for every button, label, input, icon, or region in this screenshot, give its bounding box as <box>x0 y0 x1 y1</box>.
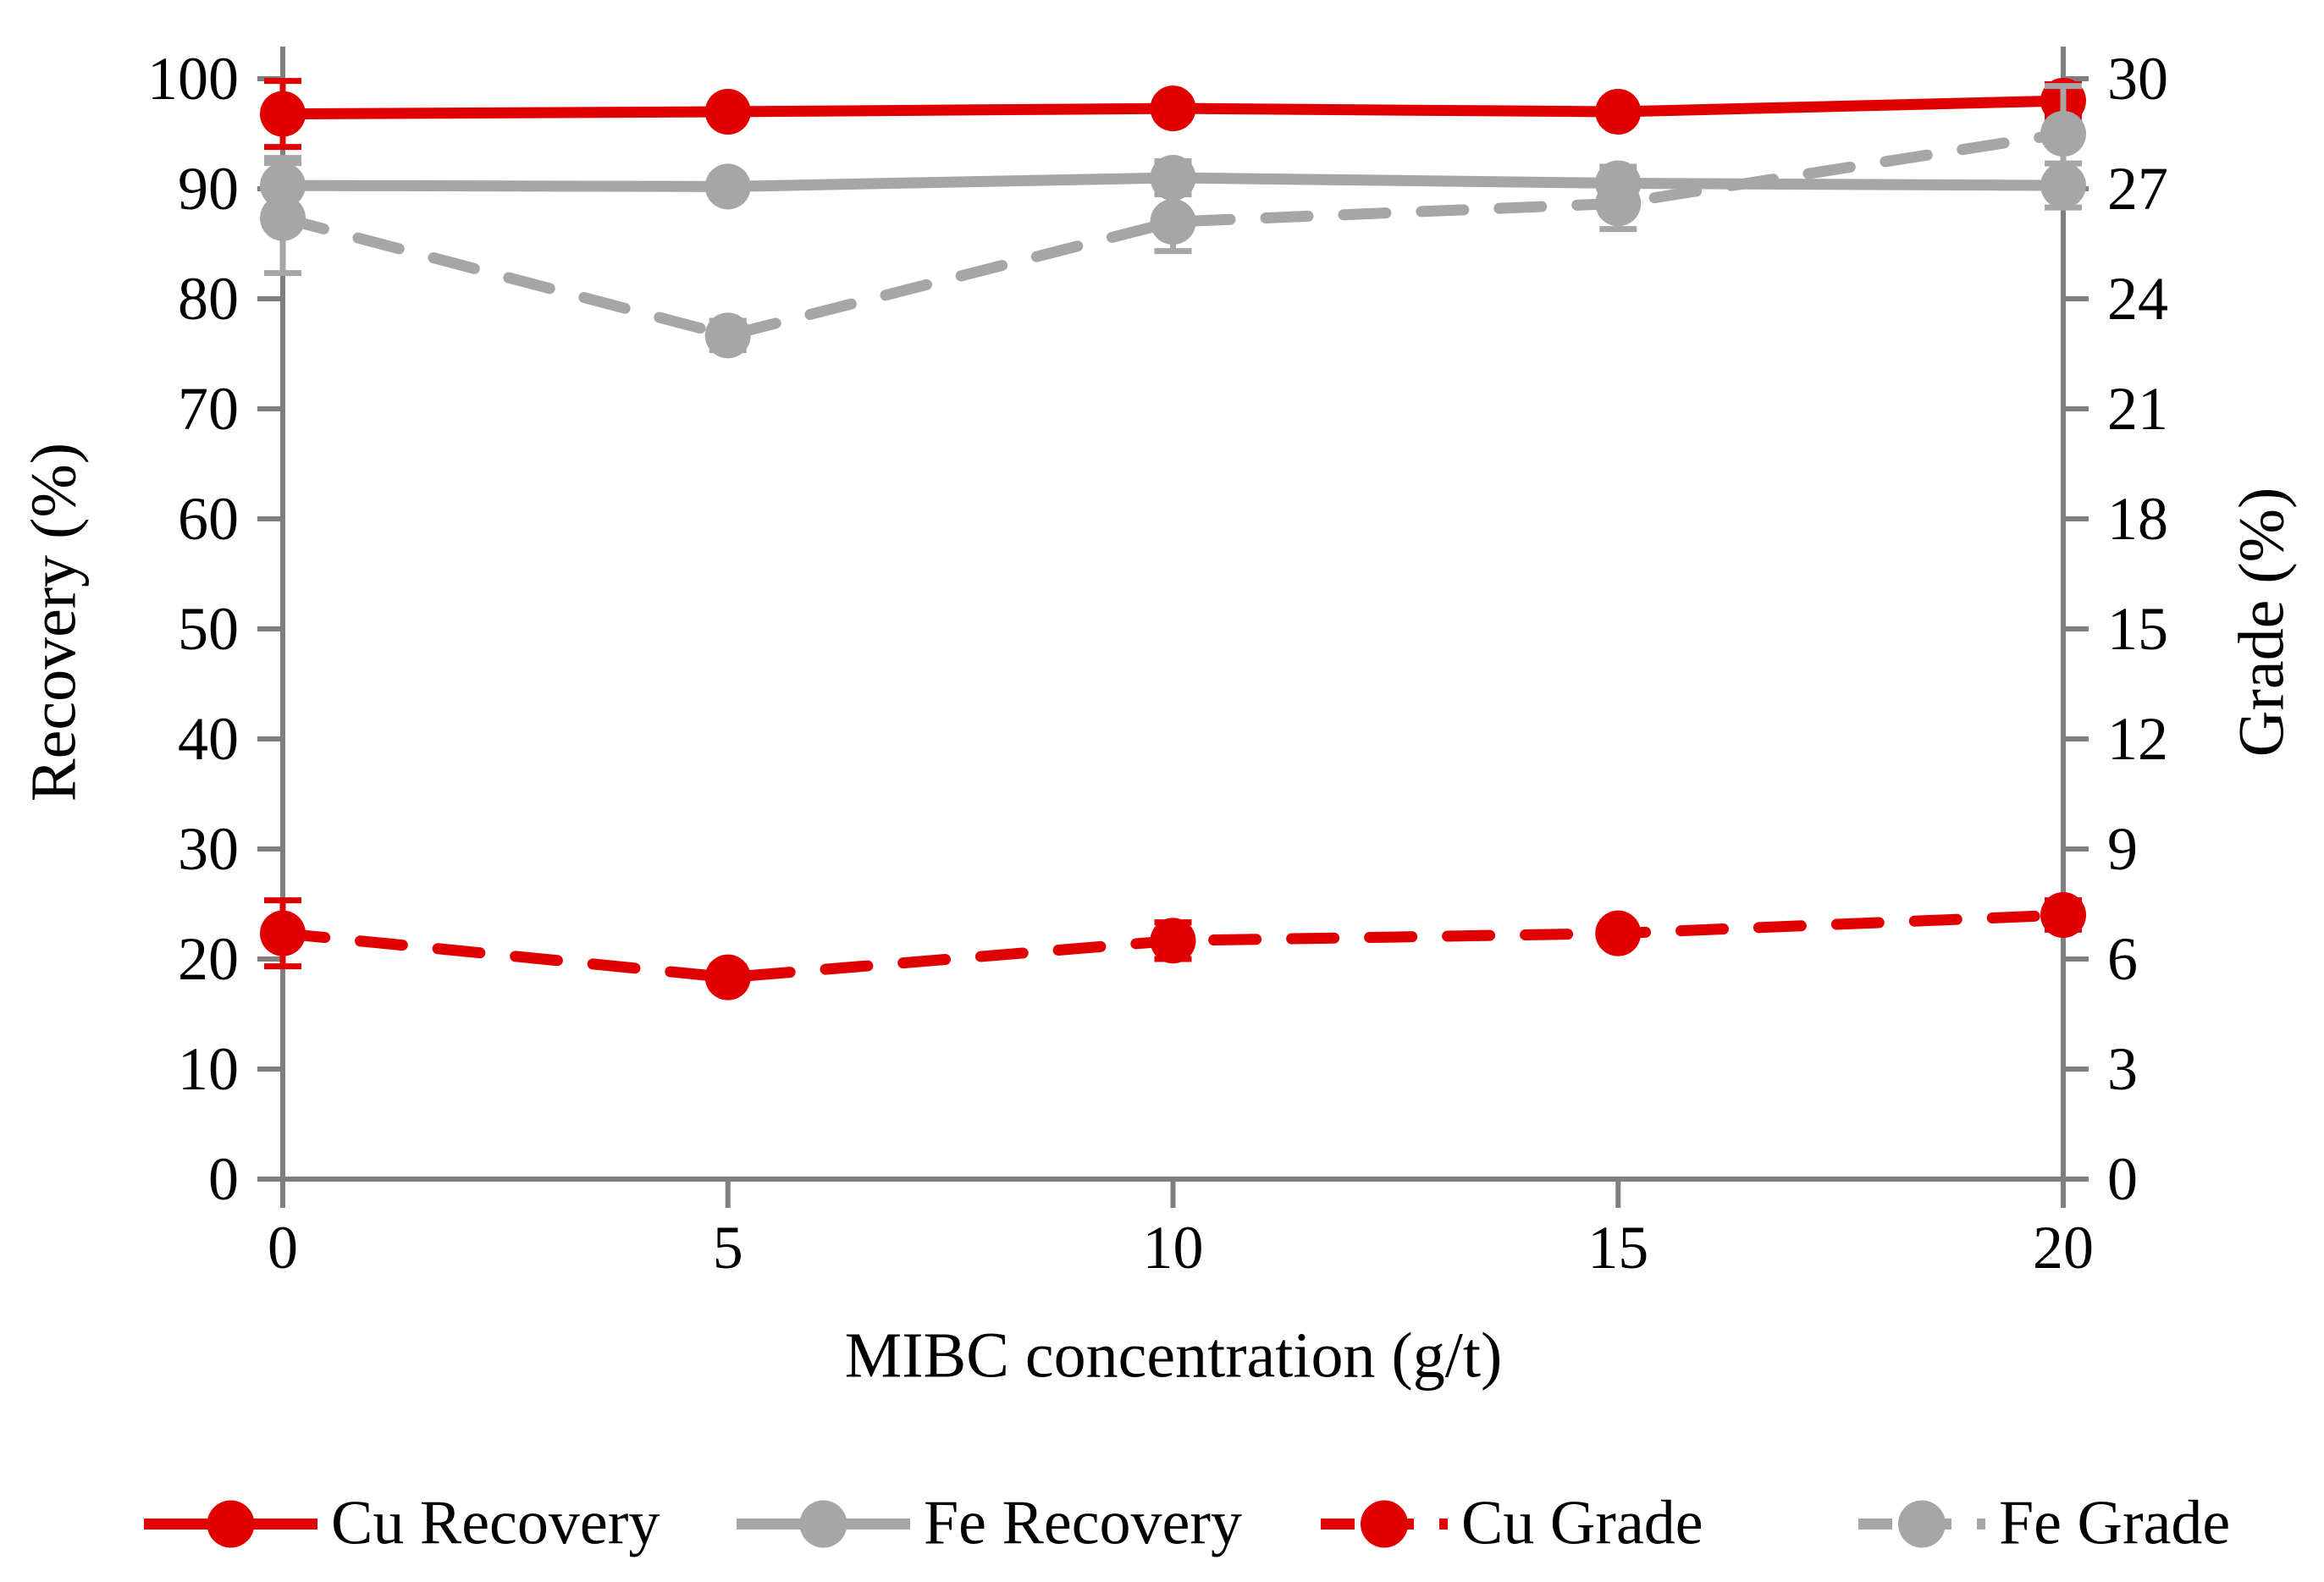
right-axis-tick-label: 27 <box>2107 155 2168 223</box>
left-axis-tick-label: 20 <box>178 925 239 993</box>
series-cu-recovery <box>260 78 2086 151</box>
data-point <box>2040 111 2086 157</box>
legend-label-fe-recovery: Fe Recovery <box>924 1488 1243 1558</box>
data-point <box>1150 918 1196 964</box>
cu-recovery-legend-marker-icon <box>144 1494 317 1553</box>
series-line <box>277 128 2069 342</box>
data-point <box>2040 892 2086 938</box>
data-point <box>1595 180 1642 227</box>
data-point <box>704 954 751 1000</box>
x-axis-title: MIBC concentration (g/t) <box>844 1320 1503 1392</box>
axes: 0102030405060708090100036912151821242730… <box>147 45 2168 1282</box>
left-axis-tick-label: 60 <box>178 485 239 553</box>
data-point <box>260 195 306 241</box>
x-axis-tick-label: 15 <box>1587 1214 1648 1282</box>
left-axis-tick-label: 70 <box>178 375 239 443</box>
cu-grade-legend-marker-icon <box>1321 1494 1448 1553</box>
legend-item-fe-grade: Fe Grade <box>1858 1488 2230 1560</box>
x-axis-tick-label: 5 <box>713 1214 743 1282</box>
left-axis-tick-label: 30 <box>178 815 239 883</box>
data-point <box>1595 910 1642 956</box>
left-axis-tick-label: 10 <box>178 1035 239 1103</box>
left-axis-tick-label: 80 <box>178 265 239 333</box>
data-point <box>1150 155 1196 201</box>
legend: Cu Recovery Fe Recovery Cu Grade Fe Grad… <box>0 1464 2324 1582</box>
right-axis-tick-label: 12 <box>2107 705 2168 773</box>
data-point <box>260 91 306 137</box>
legend-item-cu-grade: Cu Grade <box>1321 1488 1703 1560</box>
right-axis-tick-label: 18 <box>2107 485 2168 553</box>
fe-recovery-legend-marker-icon <box>737 1494 910 1553</box>
legend-label-cu-grade: Cu Grade <box>1461 1488 1703 1558</box>
left-axis-tick-label: 90 <box>178 155 239 223</box>
x-axis-tick-label: 20 <box>2033 1214 2094 1282</box>
data-point <box>704 89 751 135</box>
right-axis-tick-label: 9 <box>2107 815 2138 883</box>
data-point <box>704 163 751 210</box>
legend-label-cu-recovery: Cu Recovery <box>331 1488 660 1558</box>
left-axis-title: Recovery (%) <box>18 442 90 802</box>
right-axis-tick-label: 21 <box>2107 375 2168 443</box>
right-axis-tick-label: 3 <box>2107 1035 2138 1103</box>
right-axis-tick-label: 6 <box>2107 925 2138 993</box>
left-axis-tick-label: 50 <box>178 595 239 663</box>
data-point <box>1150 85 1196 132</box>
data-point <box>704 312 751 359</box>
data-point <box>1595 89 1642 135</box>
fe-grade-legend-marker-icon <box>1858 1494 1985 1553</box>
right-axis-tick-label: 24 <box>2107 265 2168 333</box>
right-axis-tick-label: 0 <box>2107 1145 2138 1213</box>
left-axis-tick-label: 0 <box>208 1145 239 1213</box>
series-cu-grade <box>260 892 2086 1000</box>
left-axis-tick-label: 40 <box>178 705 239 773</box>
data-point <box>260 910 306 956</box>
legend-item-cu-recovery: Cu Recovery <box>144 1488 660 1560</box>
right-axis-title: Grade (%) <box>2226 487 2298 758</box>
x-axis-tick-label: 10 <box>1143 1214 1204 1282</box>
left-axis-tick-label: 100 <box>147 45 239 113</box>
right-axis-tick-label: 30 <box>2107 45 2168 113</box>
right-axis-tick-label: 15 <box>2107 595 2168 663</box>
legend-item-fe-recovery: Fe Recovery <box>737 1488 1242 1560</box>
x-axis-tick-label: 0 <box>268 1214 298 1282</box>
data-point <box>2040 163 2086 209</box>
data-point <box>1150 199 1196 245</box>
series-fe-grade <box>260 83 2086 359</box>
legend-label-fe-grade: Fe Grade <box>1999 1488 2231 1558</box>
